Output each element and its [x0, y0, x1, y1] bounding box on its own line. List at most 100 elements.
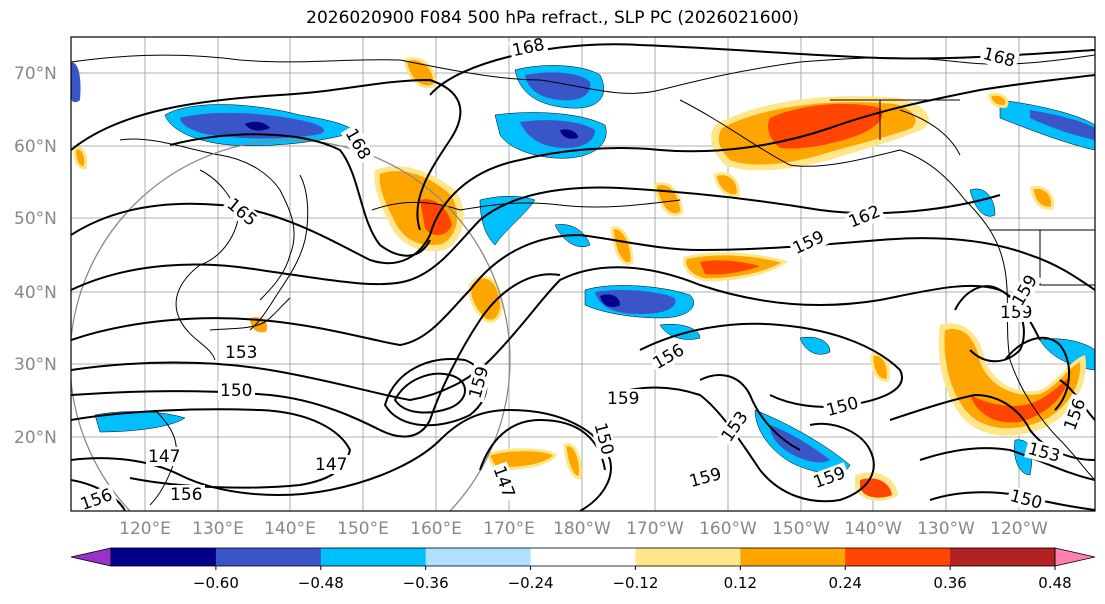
latitude-label: 40°N — [14, 283, 57, 303]
colorbar-segment — [950, 548, 1056, 566]
contour-label-bg — [146, 447, 183, 466]
contour-label-bg — [218, 381, 255, 400]
colorbar-extend-low — [70, 547, 112, 567]
contour-label-bg — [716, 405, 754, 447]
longitude-label: 160°W — [699, 519, 757, 539]
longitude-label: 130°W — [917, 519, 975, 539]
colorbar-tick-label: −0.36 — [403, 574, 449, 592]
pos-anomaly-blob — [468, 275, 503, 323]
neg-anomaly-blob — [560, 129, 578, 139]
neg-anomaly-blob — [969, 188, 996, 217]
contour-label: 150 — [220, 381, 252, 401]
colorbar-segment — [530, 548, 636, 566]
colorbar-tick-label: −0.48 — [298, 574, 344, 592]
contour-label: 159 — [607, 389, 639, 409]
latitude-label: 30°N — [14, 355, 57, 375]
contour-label: 147 — [315, 455, 347, 475]
contour-label-bg — [508, 37, 549, 61]
coastlines — [71, 54, 1095, 506]
latitude-label: 60°N — [14, 137, 57, 157]
colorbar-segment — [845, 548, 951, 566]
neg-anomaly-blob — [659, 324, 701, 340]
colorbar-tick-label: 0.24 — [829, 574, 862, 592]
longitude-label: 170°W — [626, 519, 684, 539]
map-title: 2026020900 F084 500 hPa refract., SLP PC… — [306, 8, 799, 28]
neg-anomaly-blob — [770, 425, 830, 463]
latitude-label: 20°N — [14, 428, 57, 448]
contour-label-bg — [787, 226, 830, 259]
contour-label-bg — [843, 200, 886, 233]
colorbar-tick-label: 0.12 — [724, 574, 757, 592]
contour-label-bg — [1006, 485, 1047, 511]
colorbar-segment — [425, 548, 532, 566]
pos-anomaly-blob — [563, 443, 582, 480]
neg-anomaly-blob — [600, 294, 620, 308]
pos-anomaly-blob — [700, 260, 760, 275]
longitude-label: 150°W — [772, 519, 830, 539]
neg-anomaly-blob — [245, 121, 270, 131]
colorbar-extend-high — [1054, 547, 1096, 567]
contour-label-bg — [465, 361, 493, 403]
contour-label: 147 — [148, 447, 180, 467]
colorbar-tick-label: −0.60 — [193, 574, 239, 592]
pos-anomaly-blob — [1030, 185, 1055, 210]
slp-contours — [71, 43, 1095, 511]
contour-label: 156 — [170, 485, 202, 505]
colorbar-tick-label: −0.24 — [508, 574, 554, 592]
colorbar-segment — [111, 548, 217, 566]
colorbar-tick-label: 0.48 — [1038, 574, 1071, 592]
longitude-label: 150°E — [337, 519, 389, 539]
contour-label-bg — [590, 418, 618, 460]
colorbar-tick-label: −0.12 — [612, 574, 658, 592]
colorbar-segment — [740, 548, 846, 566]
contour-label-bg — [809, 462, 851, 493]
contour-label-bg — [822, 392, 863, 421]
latitude-label: 50°N — [14, 209, 57, 229]
contour-label-bg — [685, 463, 726, 492]
pos-anomaly-blob — [713, 172, 740, 198]
neg-anomaly-blob — [71, 62, 81, 103]
neg-anomaly-blob — [525, 72, 591, 101]
contour-label-bg — [1007, 269, 1043, 312]
colorbar-tick-label: 0.36 — [933, 574, 966, 592]
neg-anomaly-blob — [479, 196, 536, 246]
neg-anomaly-blob — [94, 411, 186, 433]
contour-label-bg — [1059, 393, 1091, 435]
contour-label-bg — [168, 485, 205, 504]
longitude-label: 140°W — [844, 519, 902, 539]
longitude-label: 180°W — [553, 519, 611, 539]
longitude-label: 140°E — [264, 519, 316, 539]
colorbar-segment — [320, 548, 427, 566]
contour-label-bg — [221, 193, 263, 232]
contour-label-bg — [76, 484, 118, 511]
longitude-labels: 120°E 130°E 140°E 150°E 160°E 170°E 180°W 170°W… — [119, 519, 1048, 539]
contour-label-bg — [313, 455, 350, 474]
pos-anomaly-blob — [610, 226, 634, 265]
longitude-label: 170°E — [483, 519, 535, 539]
pos-anomaly-blob — [870, 352, 890, 382]
contour-label-bg — [340, 123, 376, 166]
pos-anomaly-blob — [970, 378, 1068, 423]
range-ring — [71, 139, 511, 511]
longitude-label: 120°E — [119, 519, 171, 539]
colorbar-segment — [215, 548, 322, 566]
contour-label-bg — [647, 338, 690, 374]
pos-anomaly-blob — [73, 146, 88, 170]
map-border — [70, 36, 1096, 512]
pos-anomaly-blob — [988, 92, 1009, 108]
neg-anomaly-blob — [595, 290, 676, 314]
contour-label-bg — [979, 43, 1020, 72]
latitude-label: 70°N — [14, 64, 57, 84]
colorbar-segment — [635, 548, 741, 566]
neg-anomaly-blob — [1030, 110, 1095, 140]
contour-label-bg — [488, 461, 520, 503]
contour-label-bg — [605, 389, 642, 408]
longitude-label: 130°E — [192, 519, 244, 539]
contour-label: 153 — [225, 343, 257, 363]
contour-label-bg — [1024, 438, 1065, 467]
colorbar: −0.60 −0.48 −0.36 −0.24 −0.12 0.12 0.24 0.36 0.4… — [70, 547, 1096, 592]
latitude-labels: 70°N 60°N 50°N 40°N 30°N 20°N — [14, 64, 57, 448]
neg-anomaly-blob — [520, 120, 595, 148]
neg-anomaly-blob — [799, 336, 831, 355]
